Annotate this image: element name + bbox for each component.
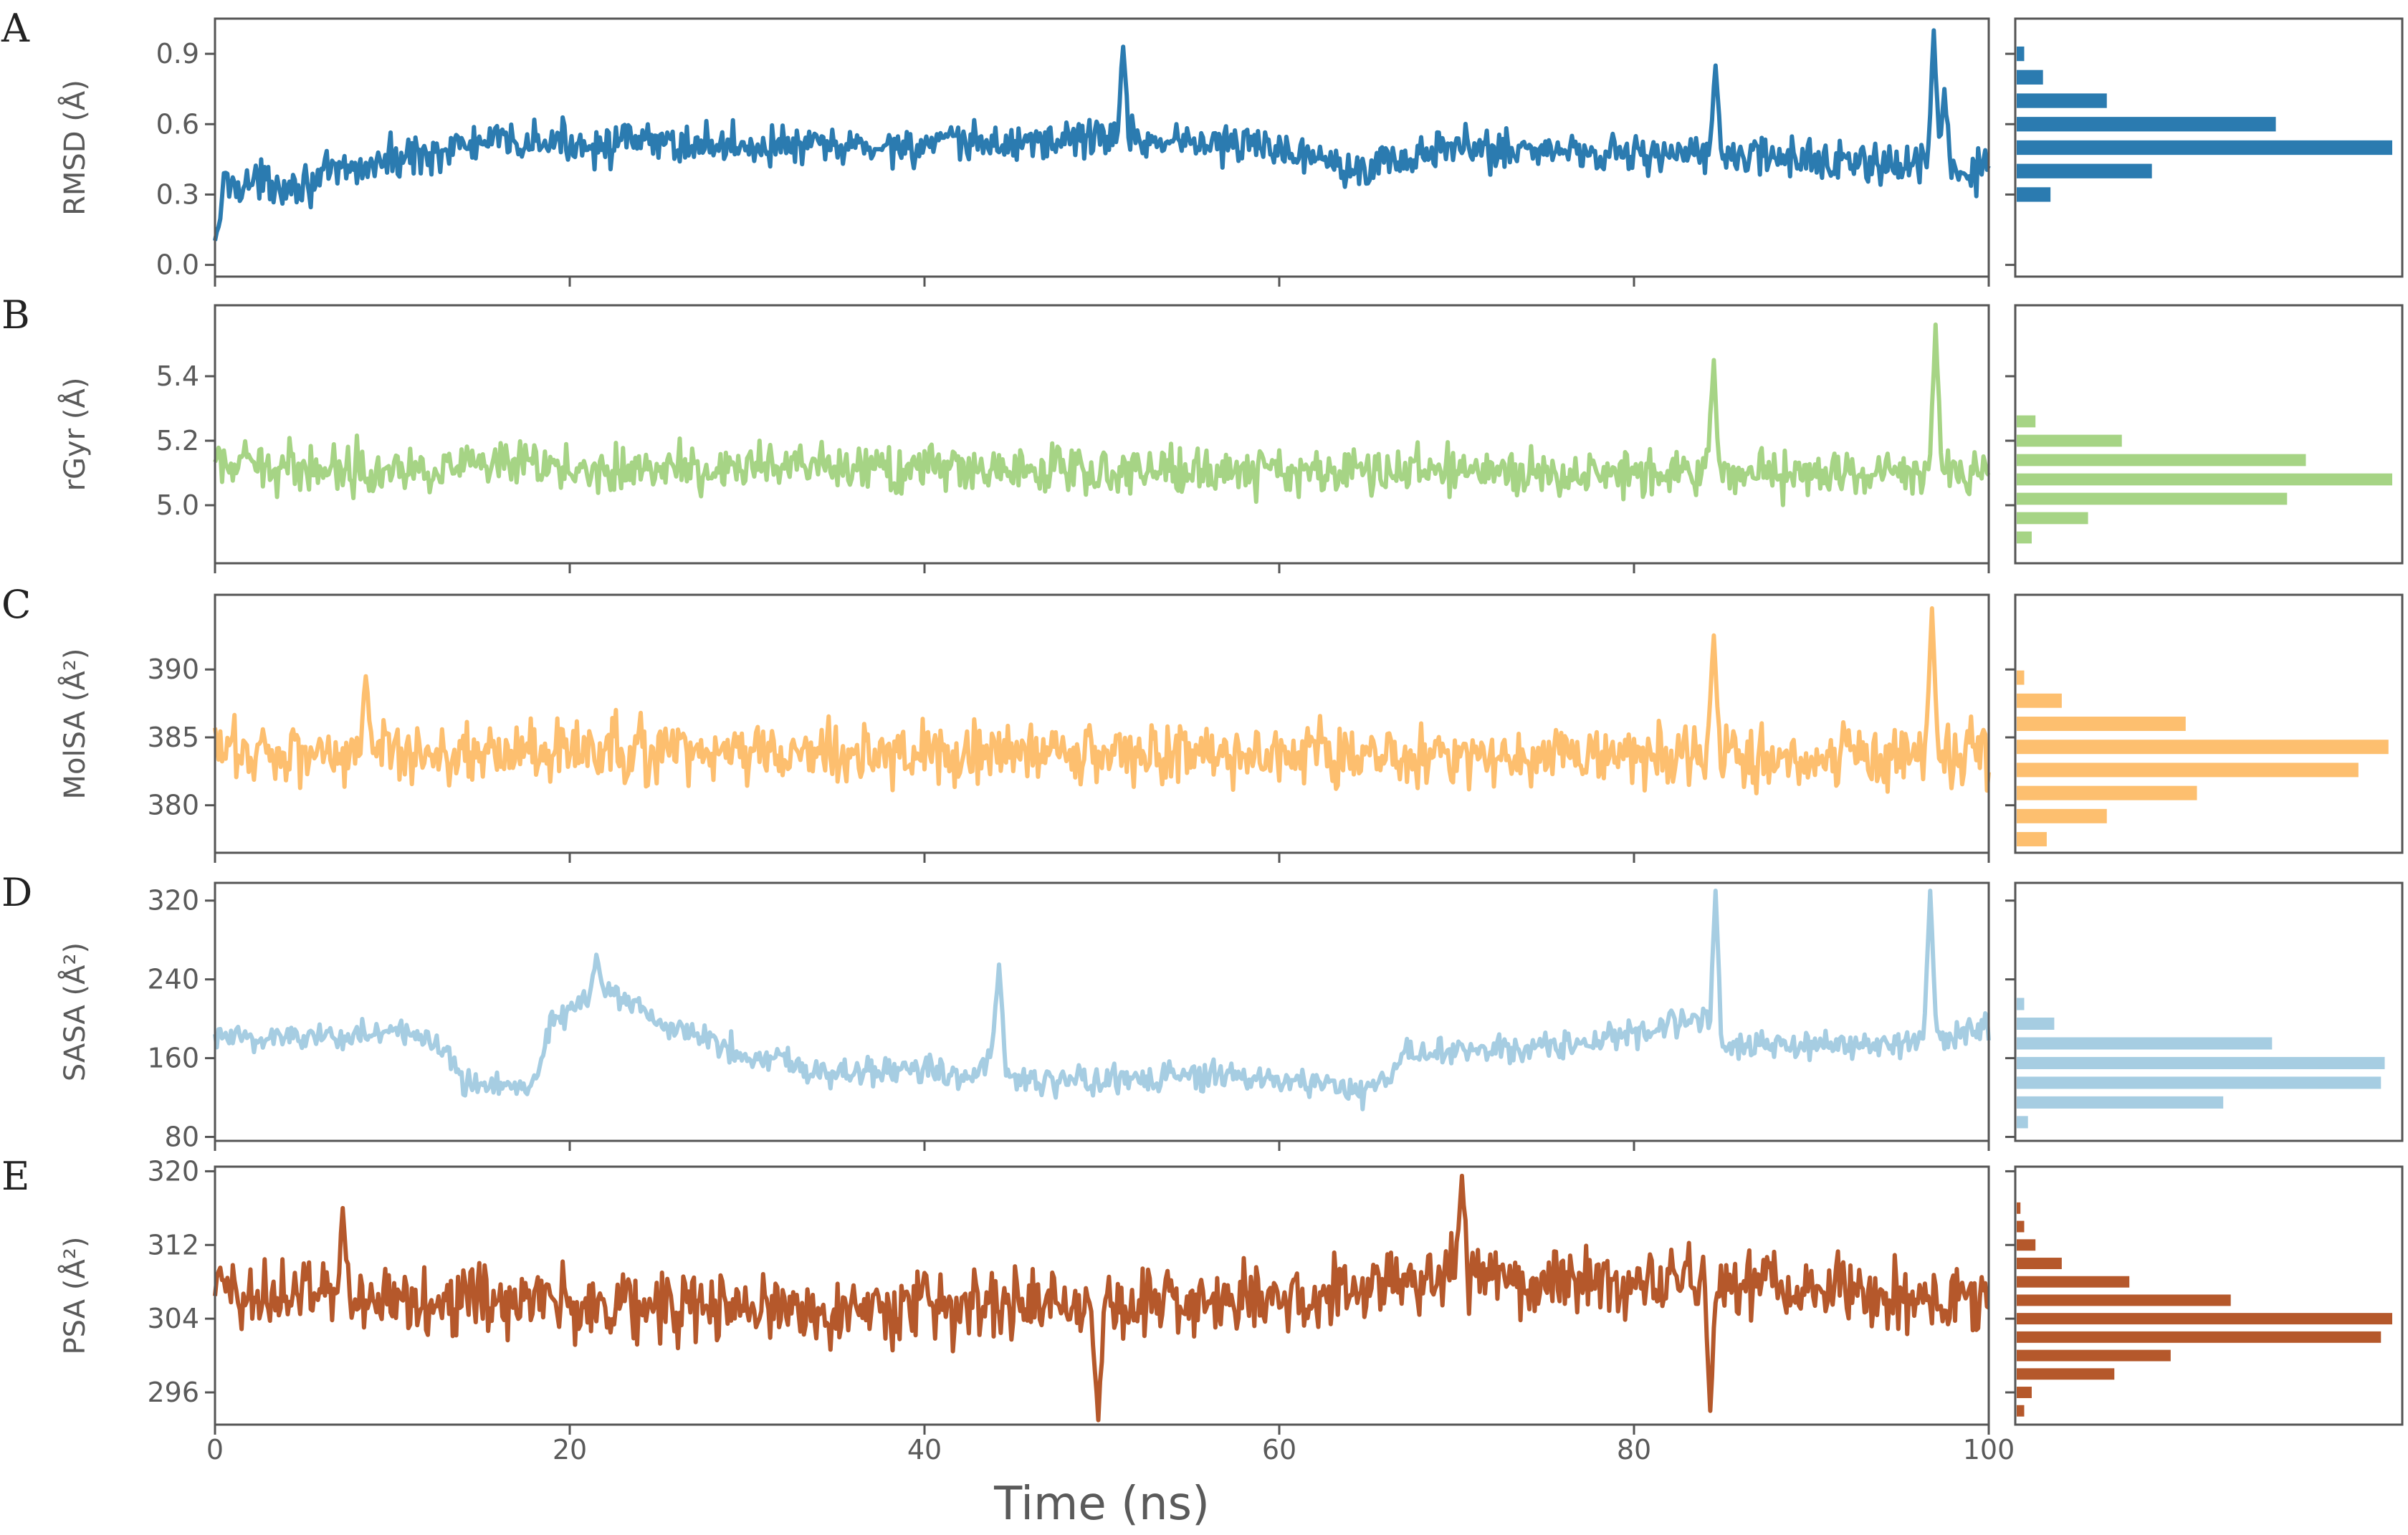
y-tick-label: 385 [147, 722, 199, 753]
hist-bar [2017, 1331, 2381, 1343]
panel-letter: E [1, 1154, 29, 1199]
panel-letter: D [1, 870, 32, 915]
y-tick-label: 0.9 [156, 38, 199, 70]
hist-frame [2014, 304, 2404, 565]
y-tick-label: 5.4 [156, 360, 199, 392]
hist-bar [2017, 454, 2306, 467]
hist-bar [2017, 1076, 2381, 1089]
hist-bar [2017, 46, 2025, 62]
y-tick-label: 160 [147, 1043, 199, 1074]
hist-bar [2017, 808, 2107, 823]
hist-bar [2017, 415, 2036, 428]
y-tick-label: 80 [165, 1122, 199, 1153]
hist-bar [2017, 785, 2197, 800]
y-axis-label: RMSD (Å) [57, 80, 92, 216]
plot-frame [214, 304, 1990, 565]
x-tick-label: 40 [907, 1434, 942, 1465]
plot-frame [214, 1165, 1990, 1426]
hist-bar [2017, 1116, 2028, 1129]
y-tick-label: 296 [147, 1377, 199, 1408]
panel-a: A RMSD (Å) 0.0 0.3 0.6 0.9 [1, 6, 2404, 287]
hist-bar [2017, 1368, 2115, 1380]
panel-d: D SASA (Å²) 80 160 240 320 [1, 870, 2404, 1153]
y-axis-label: PSA (Å²) [57, 1237, 92, 1355]
hist-bar [2017, 1056, 2385, 1069]
y-tick-label: 320 [147, 1155, 199, 1187]
panel-letter: A [1, 6, 30, 51]
y-tick-label: 5.2 [156, 425, 199, 456]
hist-bar [2017, 693, 2062, 708]
hist-bar [2017, 70, 2043, 85]
hist-bar [2017, 1239, 2036, 1251]
hist-bar [2017, 163, 2152, 178]
plot-frame [214, 17, 1990, 278]
hist-bar [2017, 740, 2389, 755]
hist-frame [2014, 593, 2404, 854]
hist-bar [2017, 1349, 2171, 1362]
series-line [213, 889, 1991, 1111]
hist-bar [2017, 434, 2122, 447]
hist-bar [2017, 473, 2392, 486]
y-tick-label: 320 [147, 885, 199, 917]
hist-bar [2017, 998, 2025, 1010]
hist-bar [2017, 1387, 2032, 1398]
plot-frame [214, 881, 1990, 1142]
hist-bar [2017, 1276, 2130, 1288]
y-tick-label: 240 [147, 964, 199, 995]
hist-bar [2017, 1037, 2273, 1050]
y-tick-label: 390 [147, 654, 199, 685]
hist-bar [2017, 492, 2288, 505]
series-line [213, 1173, 1990, 1422]
hist-bar [2017, 93, 2107, 108]
panel-letter: C [1, 582, 31, 627]
y-tick-label: 0.6 [156, 108, 199, 140]
y-tick-label: 0.3 [156, 178, 199, 210]
x-tick-label: 0 [206, 1434, 224, 1465]
y-tick-label: 0.0 [156, 249, 199, 281]
hist-frame [2014, 1165, 2404, 1426]
hist-bar [2017, 1313, 2392, 1325]
y-tick-label: 380 [147, 790, 199, 821]
hist-bar [2017, 1294, 2231, 1306]
y-tick-label: 312 [147, 1229, 199, 1261]
hist-frame [2014, 881, 2404, 1142]
series-line [213, 322, 1991, 507]
hist-bar [2017, 187, 2051, 202]
series-line [213, 28, 1991, 242]
hist-bar [2017, 512, 2088, 525]
hist-bar [2017, 1017, 2055, 1030]
hist-bar [2017, 832, 2047, 847]
hist-bar [2017, 1258, 2062, 1269]
y-axis-label: SASA (Å²) [57, 942, 92, 1081]
hist-bar [2017, 1202, 2021, 1214]
y-tick-label: 304 [147, 1303, 199, 1334]
hist-bar [2017, 117, 2276, 132]
x-axis-title: Time (ns) [993, 1478, 1210, 1531]
hist-bar [2017, 531, 2032, 544]
plot-frame [214, 593, 1990, 854]
hist-bar [2017, 140, 2392, 156]
hist-bar [2017, 1405, 2025, 1417]
panel-e: E PSA (Å²) 296 304 312 320 [1, 1154, 2404, 1435]
y-axis-label: MolSA (Å²) [57, 649, 92, 800]
hist-bar [2017, 1096, 2224, 1109]
hist-bar [2017, 717, 2186, 731]
y-axis-label: rGyr (Å) [57, 378, 92, 492]
x-tick-label: 100 [1963, 1434, 2015, 1465]
hist-bar [2017, 762, 2359, 778]
series-line [213, 606, 1991, 795]
hist-frame [2014, 17, 2404, 278]
panel-c: C MolSA (Å²) 380 385 390 [1, 582, 2404, 863]
hist-bar [2017, 670, 2025, 685]
x-tick-label: 20 [553, 1434, 587, 1465]
panel-letter: B [1, 292, 30, 338]
x-tick-label: 60 [1262, 1434, 1296, 1465]
y-tick-label: 5.0 [156, 489, 199, 521]
hist-bar [2017, 1220, 2025, 1233]
x-tick-label: 80 [1617, 1434, 1651, 1465]
